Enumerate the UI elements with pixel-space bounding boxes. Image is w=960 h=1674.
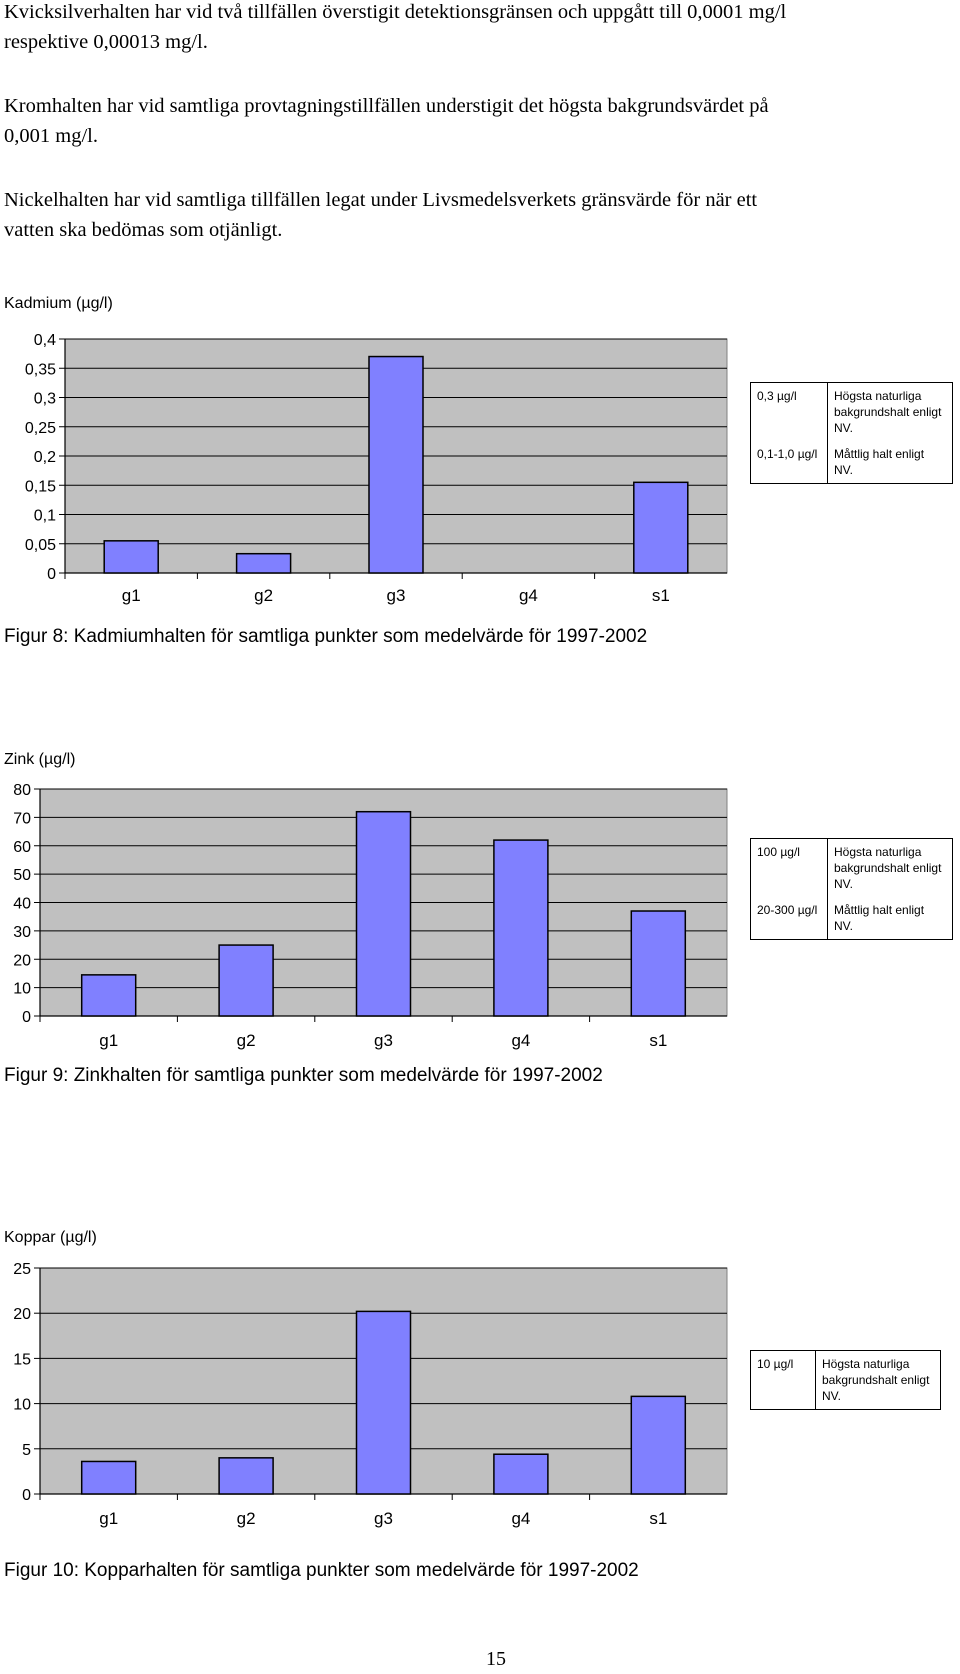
y-tick-label: 60 [13, 839, 31, 856]
bar-g2 [218, 1457, 274, 1495]
bar-g4 [493, 1453, 549, 1495]
y-tick-label: 40 [13, 896, 31, 913]
cadmium-reference-table: 0,3 µg/l Högsta naturliga bakgrundshalt … [750, 382, 953, 484]
bar-g4 [493, 839, 549, 1017]
ref-value: 10 µg/l [750, 1350, 816, 1410]
ref-desc: Högsta naturliga bakgrundshalt enligt NV… [815, 1350, 941, 1410]
y-tick-label: 80 [13, 782, 31, 799]
x-tick-label: g4 [511, 1509, 530, 1528]
y-tick-label: 20 [13, 1306, 31, 1323]
x-tick-label: g4 [519, 586, 538, 605]
y-tick-label: 10 [13, 1397, 31, 1414]
copper-chart: Koppar (µg/l) 0 5 10 15 20 25 g1 g2 g3 g4 s1 [4, 1229, 728, 1528]
bar-g1 [80, 974, 137, 1017]
y-tick-label: 70 [13, 810, 31, 827]
y-tick-label: 0,4 [34, 332, 56, 349]
x-tick-label: g1 [122, 586, 141, 605]
paragraph-mercury: Kvicksilverhalten har vid två tillfällen… [4, 1, 787, 53]
figure-10-caption: Figur 10: Kopparhalten för samtliga punk… [4, 1560, 639, 1581]
cadmium-chart: Kadmium (µg/l) 0 0,05 0,1 0,15 0,2 0,25 0,3 0,35… [4, 295, 728, 605]
x-tick-label: g1 [99, 1031, 118, 1050]
x-tick-label: s1 [649, 1509, 667, 1528]
x-tick-label: g2 [254, 586, 273, 605]
copper-reference-table: 10 µg/l Högsta naturliga bakgrundshalt e… [750, 1350, 941, 1410]
bar-g3 [368, 355, 424, 574]
ref-desc: Högsta naturliga bakgrundshalt enligt NV… [827, 382, 953, 441]
chart-title: Kadmium (µg/l) [4, 295, 113, 312]
zinc-reference-table: 100 µg/l Högsta naturliga bakgrundshalt … [750, 838, 953, 940]
ref-value: 100 µg/l [750, 838, 828, 897]
y-tick-label: 0 [22, 1009, 31, 1026]
ref-value: 0,3 µg/l [750, 382, 828, 441]
y-tick-label: 0 [22, 1487, 31, 1504]
zinc-chart: Zink (µg/l) 0 10 20 30 40 50 60 70 80 g1 g2 g3 g4 s1 [4, 751, 728, 1050]
y-tick-label: 0 [47, 566, 56, 583]
x-tick-label: s1 [652, 586, 670, 605]
y-tick-label: 5 [22, 1442, 31, 1459]
y-tick-label: 0,05 [25, 537, 56, 554]
paragraph-chromium: Kromhalten har vid samtliga provtagnings… [4, 95, 769, 147]
x-tick-label: g3 [374, 1031, 393, 1050]
x-tick-label: g3 [374, 1509, 393, 1528]
y-tick-label: 20 [13, 952, 31, 969]
x-tick-label: s1 [649, 1031, 667, 1050]
y-tick-label: 30 [13, 924, 31, 941]
y-tick-label: 0,3 [34, 391, 56, 408]
bar-g1 [80, 1460, 137, 1495]
y-tick-label: 0,2 [34, 449, 56, 466]
y-tick-label: 0,1 [34, 508, 56, 525]
figure-9-caption: Figur 9: Zinkhalten för samtliga punkter… [4, 1065, 603, 1086]
bar-g3 [355, 810, 412, 1017]
chart-title: Zink (µg/l) [4, 751, 75, 768]
y-tick-label: 0,35 [25, 361, 56, 378]
paragraph-nickel: Nickelhalten har vid samtliga tillfällen… [4, 189, 758, 241]
page-number: 15 [486, 1648, 506, 1670]
bar-g1 [103, 540, 159, 574]
bar-s1 [630, 910, 687, 1017]
ref-desc: Måttlig halt enligt NV. [827, 441, 953, 484]
y-tick-label: 15 [13, 1351, 31, 1368]
y-tick-label: 50 [13, 867, 31, 884]
bar-s1 [633, 481, 689, 574]
y-tick-label: 0,15 [25, 478, 56, 495]
x-tick-label: g3 [387, 586, 406, 605]
y-tick-label: 10 [13, 981, 31, 998]
x-tick-label: g2 [237, 1031, 256, 1050]
bar-g3 [355, 1310, 412, 1495]
ref-desc: Måttlig halt enligt NV. [827, 897, 953, 940]
x-tick-label: g4 [511, 1031, 530, 1050]
ref-desc: Högsta naturliga bakgrundshalt enligt NV… [827, 838, 953, 897]
bar-g2 [218, 944, 274, 1017]
ref-value: 0,1-1,0 µg/l [750, 441, 828, 484]
x-tick-label: g1 [99, 1509, 118, 1528]
figure-8-caption: Figur 8: Kadmiumhalten för samtliga punk… [4, 626, 648, 647]
x-tick-label: g2 [237, 1509, 256, 1528]
y-tick-label: 25 [13, 1261, 31, 1278]
ref-value: 20-300 µg/l [750, 897, 828, 940]
bar-s1 [630, 1395, 687, 1495]
chart-title: Koppar (µg/l) [4, 1229, 97, 1246]
bar-g2 [235, 552, 292, 574]
y-tick-label: 0,25 [25, 420, 56, 437]
